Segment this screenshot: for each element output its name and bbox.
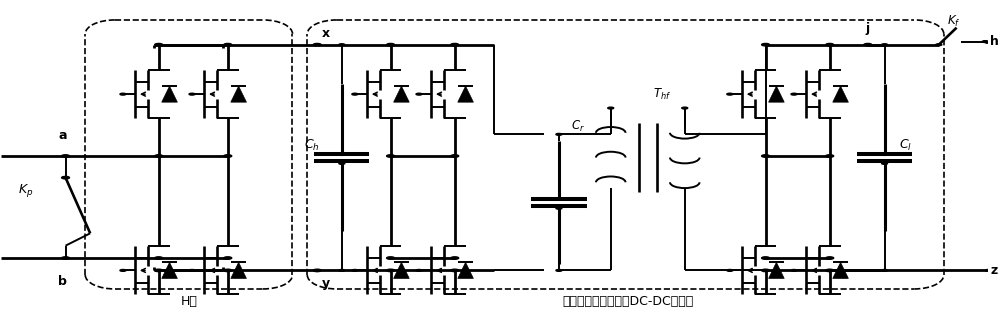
- Polygon shape: [769, 262, 784, 278]
- Circle shape: [451, 43, 459, 46]
- Circle shape: [339, 44, 345, 46]
- Text: $C_r$: $C_r$: [571, 119, 585, 134]
- Circle shape: [826, 269, 834, 272]
- Polygon shape: [162, 86, 177, 102]
- Text: y: y: [322, 277, 330, 290]
- Polygon shape: [394, 262, 409, 278]
- Circle shape: [387, 43, 395, 46]
- Circle shape: [936, 44, 942, 46]
- Circle shape: [62, 155, 69, 157]
- Circle shape: [762, 257, 770, 259]
- Text: b: b: [58, 275, 67, 288]
- Circle shape: [451, 269, 459, 272]
- Polygon shape: [833, 262, 848, 278]
- Circle shape: [826, 257, 834, 259]
- Circle shape: [826, 43, 834, 46]
- Circle shape: [224, 257, 232, 259]
- Polygon shape: [231, 262, 246, 278]
- Circle shape: [451, 155, 459, 157]
- Circle shape: [224, 155, 232, 157]
- Text: $K_f$: $K_f$: [947, 14, 960, 29]
- Text: z: z: [990, 264, 997, 277]
- Text: $K_p$: $K_p$: [18, 182, 34, 199]
- Text: $T_{hf}$: $T_{hf}$: [653, 87, 671, 102]
- Circle shape: [224, 43, 232, 46]
- Circle shape: [985, 270, 991, 271]
- Circle shape: [120, 270, 126, 271]
- Circle shape: [189, 93, 195, 95]
- Circle shape: [451, 257, 459, 259]
- Text: $C_l$: $C_l$: [899, 138, 912, 153]
- Polygon shape: [458, 86, 473, 102]
- Circle shape: [339, 154, 345, 155]
- Circle shape: [882, 270, 888, 271]
- Circle shape: [982, 41, 988, 42]
- Circle shape: [882, 154, 888, 155]
- Circle shape: [882, 163, 888, 164]
- Circle shape: [62, 176, 69, 179]
- Circle shape: [155, 257, 163, 259]
- Circle shape: [727, 270, 733, 271]
- Circle shape: [352, 270, 358, 271]
- Circle shape: [155, 43, 163, 46]
- Circle shape: [556, 134, 562, 135]
- Circle shape: [313, 269, 321, 272]
- Text: 双有源桥串联谐振型DC-DC变换器: 双有源桥串联谐振型DC-DC变换器: [562, 295, 694, 308]
- Circle shape: [556, 270, 562, 271]
- Circle shape: [608, 107, 614, 109]
- Polygon shape: [769, 86, 784, 102]
- Circle shape: [791, 270, 797, 271]
- Circle shape: [352, 93, 358, 95]
- Circle shape: [416, 93, 422, 95]
- Circle shape: [762, 269, 770, 272]
- Circle shape: [155, 155, 163, 157]
- Circle shape: [682, 107, 688, 109]
- Circle shape: [120, 93, 126, 95]
- Text: H桥: H桥: [180, 295, 197, 308]
- Circle shape: [864, 43, 872, 46]
- Circle shape: [416, 270, 422, 271]
- Text: j: j: [866, 22, 870, 35]
- Circle shape: [762, 43, 770, 46]
- Circle shape: [155, 269, 163, 272]
- Text: a: a: [58, 129, 67, 142]
- Circle shape: [339, 270, 345, 271]
- Circle shape: [313, 43, 321, 46]
- Polygon shape: [231, 86, 246, 102]
- Polygon shape: [162, 262, 177, 278]
- Circle shape: [882, 44, 888, 46]
- Circle shape: [62, 257, 69, 259]
- Circle shape: [387, 269, 395, 272]
- Circle shape: [727, 93, 733, 95]
- Text: h: h: [990, 35, 999, 48]
- Polygon shape: [833, 86, 848, 102]
- Circle shape: [791, 93, 797, 95]
- Circle shape: [762, 155, 770, 157]
- Circle shape: [387, 155, 395, 157]
- Circle shape: [339, 163, 345, 164]
- Polygon shape: [394, 86, 409, 102]
- Polygon shape: [458, 262, 473, 278]
- Circle shape: [826, 155, 834, 157]
- Circle shape: [224, 269, 232, 272]
- Circle shape: [387, 257, 395, 259]
- Text: $C_h$: $C_h$: [304, 138, 320, 153]
- Circle shape: [556, 207, 562, 209]
- Text: x: x: [322, 27, 330, 40]
- Circle shape: [189, 270, 195, 271]
